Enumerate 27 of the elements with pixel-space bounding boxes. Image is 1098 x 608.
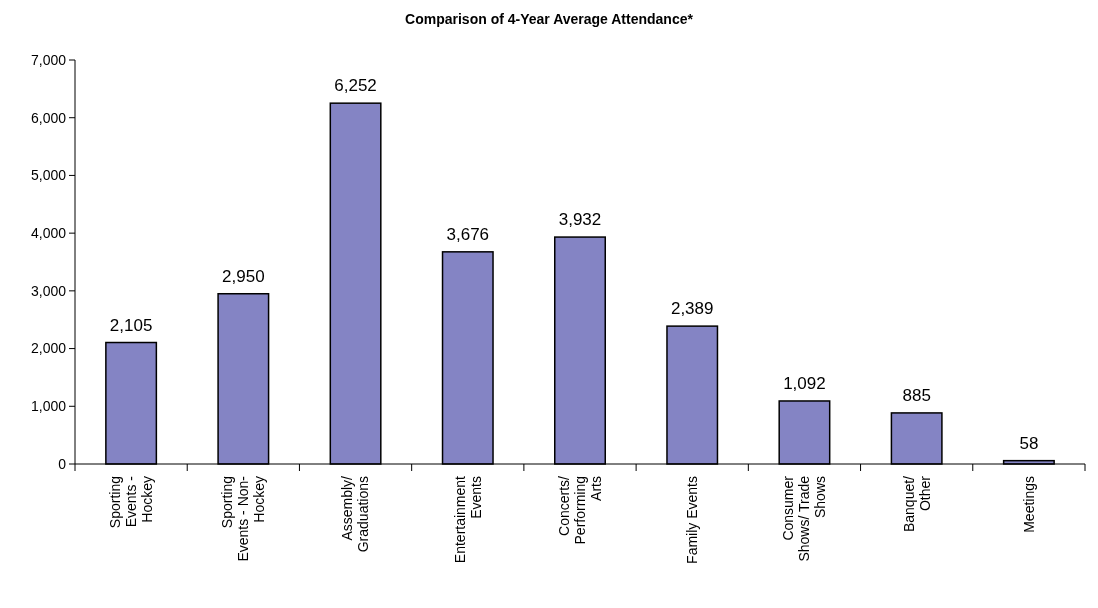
data-label: 3,676 bbox=[446, 224, 490, 244]
y-tick-label: 3,000 bbox=[30, 282, 67, 299]
y-tick-label: 4,000 bbox=[30, 225, 67, 242]
data-label: 6,252 bbox=[334, 76, 377, 96]
x-tick-label: Family Events bbox=[684, 476, 701, 564]
x-tick-label: Concerts/ Performing Arts bbox=[555, 475, 604, 545]
x-tick-label: Consumer Shows/ Trade Shows bbox=[780, 475, 829, 562]
data-label: 3,932 bbox=[558, 210, 602, 230]
x-tick-label: Sporting Events - Non-Hockey bbox=[219, 475, 268, 562]
y-tick-label: 0 bbox=[58, 455, 67, 472]
data-label: 1,092 bbox=[783, 373, 826, 393]
y-tick-label: 7,000 bbox=[30, 51, 67, 68]
y-tick-label: 5,000 bbox=[30, 167, 67, 184]
chart-title: Comparison of 4-Year Average Attendance* bbox=[405, 11, 694, 27]
y-tick-label: 1,000 bbox=[30, 398, 67, 415]
data-label: 2,389 bbox=[670, 299, 714, 319]
x-tick-label: Entertainment Events bbox=[451, 475, 484, 564]
x-tick-label: Banquet/ Other bbox=[900, 475, 933, 533]
data-label: 2,950 bbox=[222, 266, 265, 286]
data-label: 885 bbox=[902, 385, 931, 405]
data-label: 2,105 bbox=[109, 315, 153, 335]
y-tick-label: 6,000 bbox=[30, 109, 67, 126]
x-tick-label: Meetings bbox=[1020, 476, 1037, 533]
y-tick-label: 2,000 bbox=[30, 340, 67, 357]
data-label: 58 bbox=[1019, 433, 1039, 453]
x-tick-label: Assembly/ Graduations bbox=[339, 475, 372, 553]
x-tick-label: Sporting Events - Hockey bbox=[107, 475, 156, 529]
